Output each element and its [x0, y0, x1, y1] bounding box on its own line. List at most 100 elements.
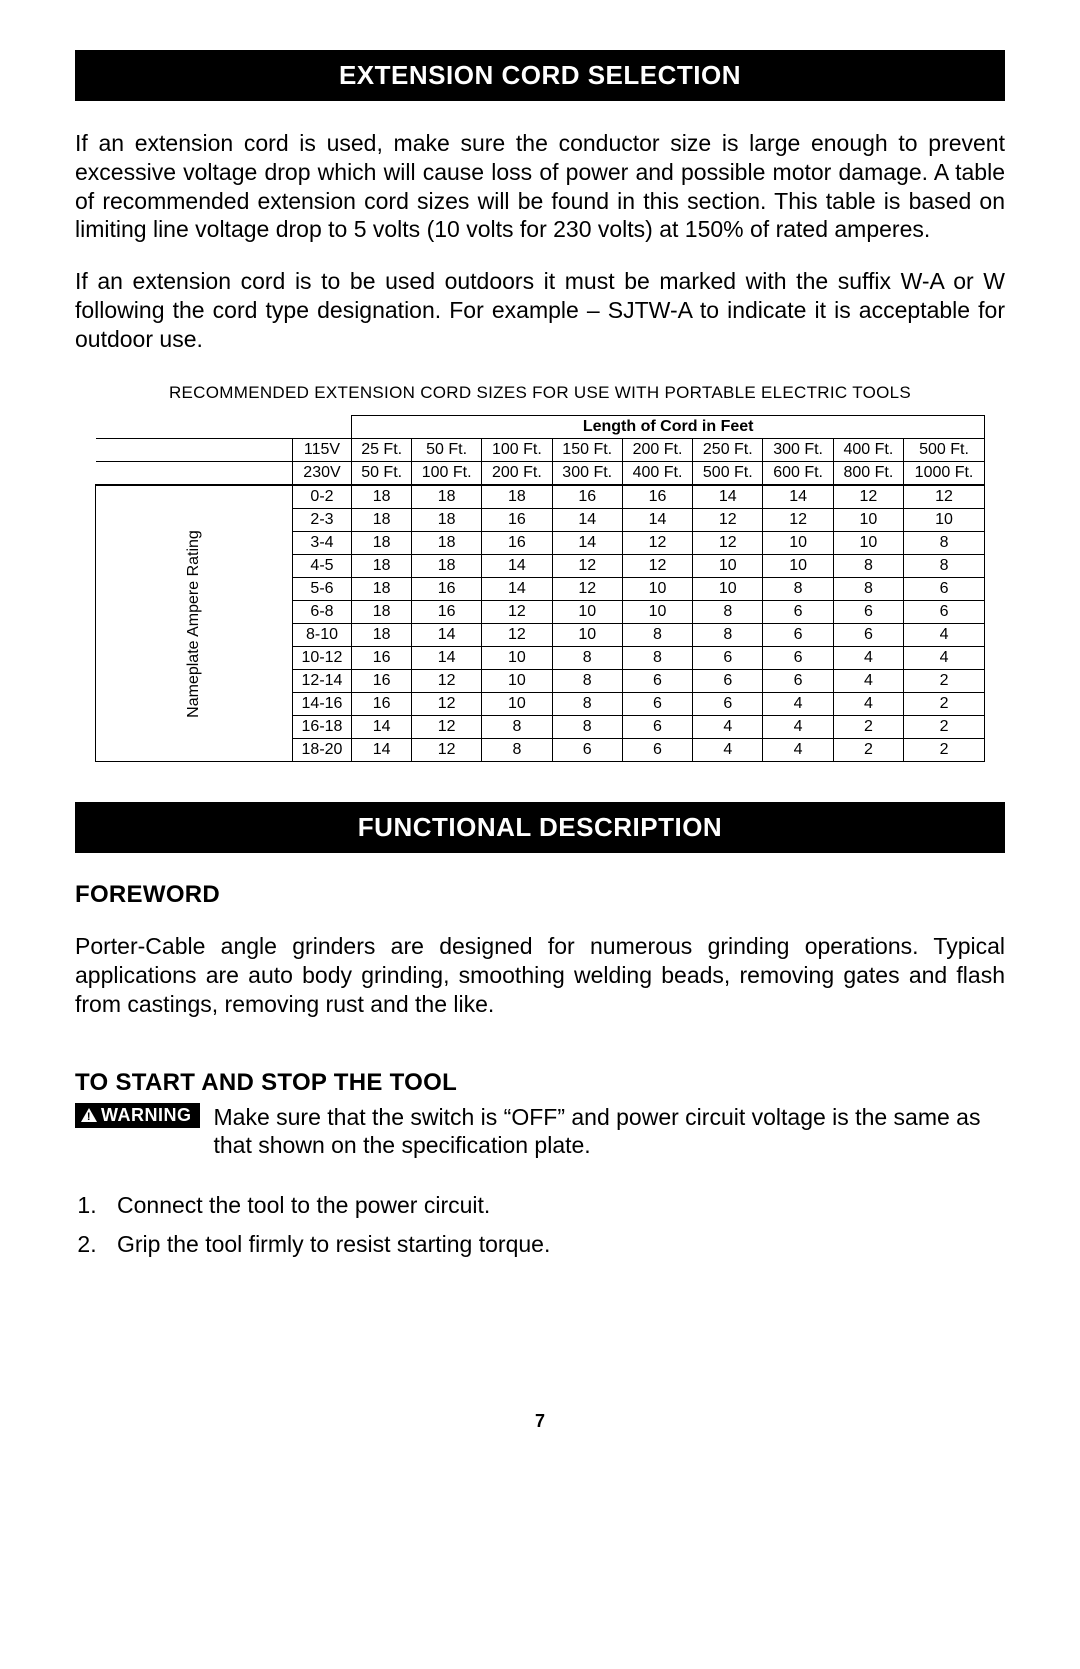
cell: 4	[763, 739, 833, 762]
cell: 14	[352, 716, 412, 739]
cell: 4	[763, 716, 833, 739]
cell: 4	[693, 739, 763, 762]
cell: 8	[833, 578, 903, 601]
cell: 18	[352, 509, 412, 532]
cord-size-table: Length of Cord in Feet 115V 25 Ft. 50 Ft…	[95, 415, 985, 762]
cell: 8	[904, 532, 985, 555]
cell: 18	[411, 485, 481, 509]
cell-ampere: 2-3	[292, 509, 352, 532]
warning-row: ! WARNING Make sure that the switch is “…	[75, 1103, 1005, 1161]
cell: 12	[763, 509, 833, 532]
cord-table-wrap: Length of Cord in Feet 115V 25 Ft. 50 Ft…	[75, 415, 1005, 762]
cell: 18	[352, 555, 412, 578]
cell-ampere: 12-14	[292, 670, 352, 693]
cell: 50 Ft.	[411, 439, 481, 462]
cell: 2	[904, 739, 985, 762]
cell: 10	[482, 647, 552, 670]
cell: 12	[622, 532, 692, 555]
cell: 8	[622, 647, 692, 670]
cell: 14	[352, 739, 412, 762]
cell: 18	[482, 485, 552, 509]
cell: 2	[833, 739, 903, 762]
cell: 10	[552, 601, 622, 624]
cell: 10	[482, 693, 552, 716]
cell: 4	[763, 693, 833, 716]
cell: 2	[904, 693, 985, 716]
table-header-length: Length of Cord in Feet	[352, 416, 985, 439]
row-axis-label: Nameplate Ampere Rating	[96, 485, 293, 762]
cell: 8	[552, 716, 622, 739]
cell: 12	[693, 509, 763, 532]
warning-badge: ! WARNING	[75, 1103, 200, 1128]
cell: 8	[763, 578, 833, 601]
subheading-start-stop: TO START AND STOP THE TOOL	[75, 1069, 1005, 1097]
table-title: RECOMMENDED EXTENSION CORD SIZES FOR USE…	[75, 383, 1005, 403]
cell: 10	[693, 555, 763, 578]
cell-ampere: 3-4	[292, 532, 352, 555]
cell: 14	[411, 647, 481, 670]
cell: 4	[693, 716, 763, 739]
cell: 6	[763, 624, 833, 647]
cell: 12	[482, 601, 552, 624]
cell: 4	[833, 693, 903, 716]
cell: 10	[552, 624, 622, 647]
cell: 6	[552, 739, 622, 762]
cell-ampere: 0-2	[292, 485, 352, 509]
cell: 18	[352, 601, 412, 624]
warning-triangle-icon: !	[81, 1108, 97, 1122]
cell: 4	[833, 670, 903, 693]
cell-ampere: 5-6	[292, 578, 352, 601]
cell: 6	[693, 693, 763, 716]
cell: 800 Ft.	[833, 462, 903, 486]
cell: 10	[693, 578, 763, 601]
cell: 8	[833, 555, 903, 578]
cell-volt: 230V	[292, 462, 352, 486]
subheading-foreword: FOREWORD	[75, 881, 1005, 909]
cell: 10	[763, 555, 833, 578]
cell: 8	[904, 555, 985, 578]
cell: 6	[763, 601, 833, 624]
paragraph: If an extension cord is used, make sure …	[75, 129, 1005, 244]
cell: 12	[411, 739, 481, 762]
cell: 2	[904, 670, 985, 693]
cell: 8	[693, 601, 763, 624]
cell: 6	[622, 670, 692, 693]
cell: 200 Ft.	[622, 439, 692, 462]
cell: 10	[833, 532, 903, 555]
cell: 6	[904, 578, 985, 601]
warning-label: WARNING	[101, 1105, 192, 1126]
table-row-115v: 115V 25 Ft. 50 Ft. 100 Ft. 150 Ft. 200 F…	[96, 439, 985, 462]
paragraph: Porter-Cable angle grinders are designed…	[75, 932, 1005, 1018]
cell: 1000 Ft.	[904, 462, 985, 486]
cell: 8	[482, 739, 552, 762]
section-heading-functional-description: FUNCTIONAL DESCRIPTION	[75, 802, 1005, 853]
cell: 14	[552, 532, 622, 555]
cell: 600 Ft.	[763, 462, 833, 486]
cell: 500 Ft.	[904, 439, 985, 462]
cell: 500 Ft.	[693, 462, 763, 486]
cell: 100 Ft.	[411, 462, 481, 486]
cell: 16	[352, 693, 412, 716]
cell: 300 Ft.	[763, 439, 833, 462]
cell: 4	[904, 624, 985, 647]
cell: 6	[622, 716, 692, 739]
cell: 25 Ft.	[352, 439, 412, 462]
cell-ampere: 16-18	[292, 716, 352, 739]
cell: 10	[622, 578, 692, 601]
cell: 300 Ft.	[552, 462, 622, 486]
cell: 16	[482, 532, 552, 555]
cell: 2	[904, 716, 985, 739]
cell: 16	[352, 647, 412, 670]
cell: 12	[552, 555, 622, 578]
cell: 10	[482, 670, 552, 693]
cell: 18	[352, 485, 412, 509]
table-row: Nameplate Ampere Rating0-218181816161414…	[96, 485, 985, 509]
manual-page: EXTENSION CORD SELECTION If an extension…	[0, 0, 1080, 1472]
cell: 8	[482, 716, 552, 739]
cell: 18	[352, 532, 412, 555]
cell: 400 Ft.	[833, 439, 903, 462]
cell: 250 Ft.	[693, 439, 763, 462]
step-item: Connect the tool to the power circuit.	[103, 1188, 1005, 1223]
cell: 10	[763, 532, 833, 555]
cell: 18	[411, 532, 481, 555]
